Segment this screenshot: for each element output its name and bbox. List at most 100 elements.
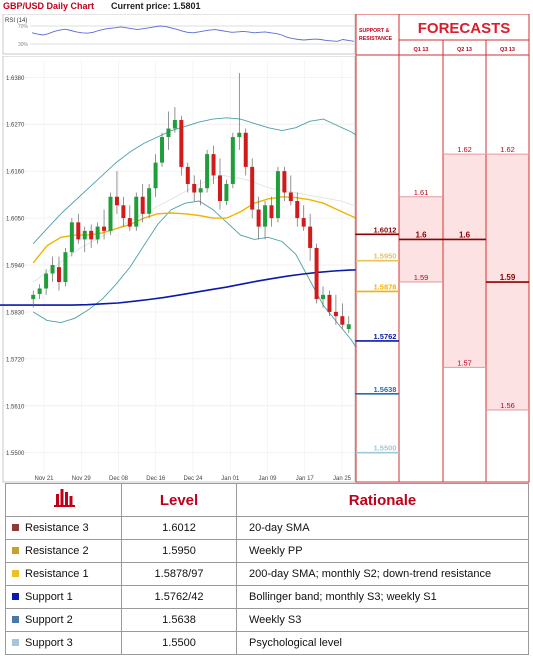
forecast-value: 1.61 [414, 188, 429, 197]
level-name-cell: Support 3 [5, 631, 122, 655]
sma-20-line [32, 196, 358, 264]
level-name-cell: Resistance 1 [5, 562, 122, 586]
candle-body [198, 188, 203, 193]
candle-body [243, 132, 248, 167]
x-tick-label: Jan 01 [221, 476, 240, 482]
candle-body [153, 162, 158, 189]
candle-body [205, 154, 210, 189]
candle-body [282, 171, 287, 193]
rsi-lower-label: 30% [18, 42, 29, 48]
levels-table: Level Rationale Resistance 3 1.6012 20-day… [5, 483, 529, 655]
rsi-line [31, 25, 355, 42]
candle-body [333, 311, 338, 317]
forecast-value: 1.59 [500, 273, 516, 282]
bollinger-upper-line [32, 117, 358, 245]
candle-body [140, 196, 145, 214]
level-value: 1.5500 [121, 631, 237, 655]
rsi-upper-label: 70% [18, 24, 29, 30]
level-rationale: 200-day SMA; monthly S2; down-trend resi… [236, 562, 529, 586]
current-price-label: Current price: [111, 1, 171, 11]
rsi-label: RSI (14) [5, 18, 27, 24]
forecast-column-label: Q3 13 [500, 47, 515, 53]
forecast-value: 1.59 [414, 273, 429, 282]
candle-body [160, 137, 165, 163]
level-rationale: Bollinger band; monthly S3; weekly S1 [236, 585, 529, 609]
forecast-value: 1.56 [500, 401, 515, 410]
level-name: Resistance 1 [25, 568, 89, 580]
y-tick-label: 1.6270 [6, 123, 25, 129]
level-color-swatch [12, 616, 19, 623]
forecast-value: 1.62 [500, 145, 515, 154]
candle-body [237, 132, 242, 138]
candle-body [308, 226, 313, 248]
candle-body [346, 324, 351, 329]
table-row: Support 2 1.5638 Weekly S3 [5, 608, 529, 632]
rsi-panel: RSI (14) 70% 30% [2, 14, 356, 55]
forecasts-title: FORECASTS [418, 20, 511, 37]
candle-body [56, 267, 61, 283]
level-name: Resistance 2 [25, 545, 89, 557]
sr-level-label: 1.5762 [374, 332, 397, 341]
sr-level-label: 1.5878 [374, 282, 397, 291]
candle-body [172, 119, 177, 129]
level-value: 1.5762/42 [121, 585, 237, 609]
x-tick-label: Nov 29 [72, 476, 92, 482]
candle-body [166, 128, 171, 138]
candle-body [63, 252, 68, 283]
candle-body [224, 183, 229, 202]
level-value: 1.6012 [121, 516, 237, 540]
candle-body [217, 175, 222, 202]
candle-body [76, 222, 81, 240]
level-rationale: Weekly S3 [236, 608, 529, 632]
y-tick-label: 1.6380 [6, 76, 25, 82]
level-name-cell: Support 2 [5, 608, 122, 632]
y-tick-label: 1.5720 [6, 357, 25, 363]
forecast-value: 1.62 [457, 145, 472, 154]
table-row: Resistance 1 1.5878/97 200-day SMA; monthl… [5, 562, 529, 586]
candle-body [269, 205, 274, 219]
level-name-cell: Resistance 2 [5, 539, 122, 563]
candle-body [301, 218, 306, 227]
forecast-value: 1.57 [457, 358, 472, 367]
y-tick-label: 1.5830 [6, 310, 25, 316]
forecast-value: 1.6 [459, 230, 471, 239]
sma-200-line [0, 269, 358, 306]
rsi-frame [2, 14, 356, 55]
candle-body [95, 226, 100, 240]
chart-frame [2, 56, 356, 483]
forecast-column-label: Q1 13 [414, 47, 429, 53]
level-name: Support 3 [25, 637, 73, 649]
candle-body [314, 247, 319, 300]
sr-level-label: 1.6012 [374, 225, 397, 234]
candle-body [192, 183, 197, 193]
sr-level-label: 1.5638 [374, 385, 397, 394]
candle-body [179, 119, 184, 167]
level-value: 1.5878/97 [121, 562, 237, 586]
x-tick-label: Jan 09 [258, 476, 277, 482]
sr-level-label: 1.5500 [374, 444, 397, 453]
candle-body [185, 166, 190, 184]
candle-body [321, 294, 326, 300]
level-color-swatch [12, 593, 19, 600]
current-price-value: 1.5801 [173, 1, 201, 11]
y-tick-label: 1.5940 [6, 264, 25, 270]
level-color-swatch [12, 547, 19, 554]
candle-body [44, 273, 49, 289]
level-value: 1.5950 [121, 539, 237, 563]
table-header-rationale: Rationale [236, 483, 529, 517]
candle-body [147, 188, 152, 214]
candle-body [288, 192, 293, 202]
x-tick-label: Dec 24 [183, 476, 203, 482]
candle-body [211, 154, 216, 176]
candle-body [102, 226, 107, 231]
table-header-icon-cell [5, 483, 122, 517]
x-tick-label: Dec 08 [109, 476, 129, 482]
x-tick-label: Jan 25 [333, 476, 352, 482]
forecast-range-box [443, 154, 486, 368]
candle-body [263, 205, 268, 227]
candle-body [230, 137, 235, 184]
level-rationale: Psychological level [236, 631, 529, 655]
candle-body [340, 316, 345, 325]
y-tick-label: 1.6160 [6, 170, 25, 176]
